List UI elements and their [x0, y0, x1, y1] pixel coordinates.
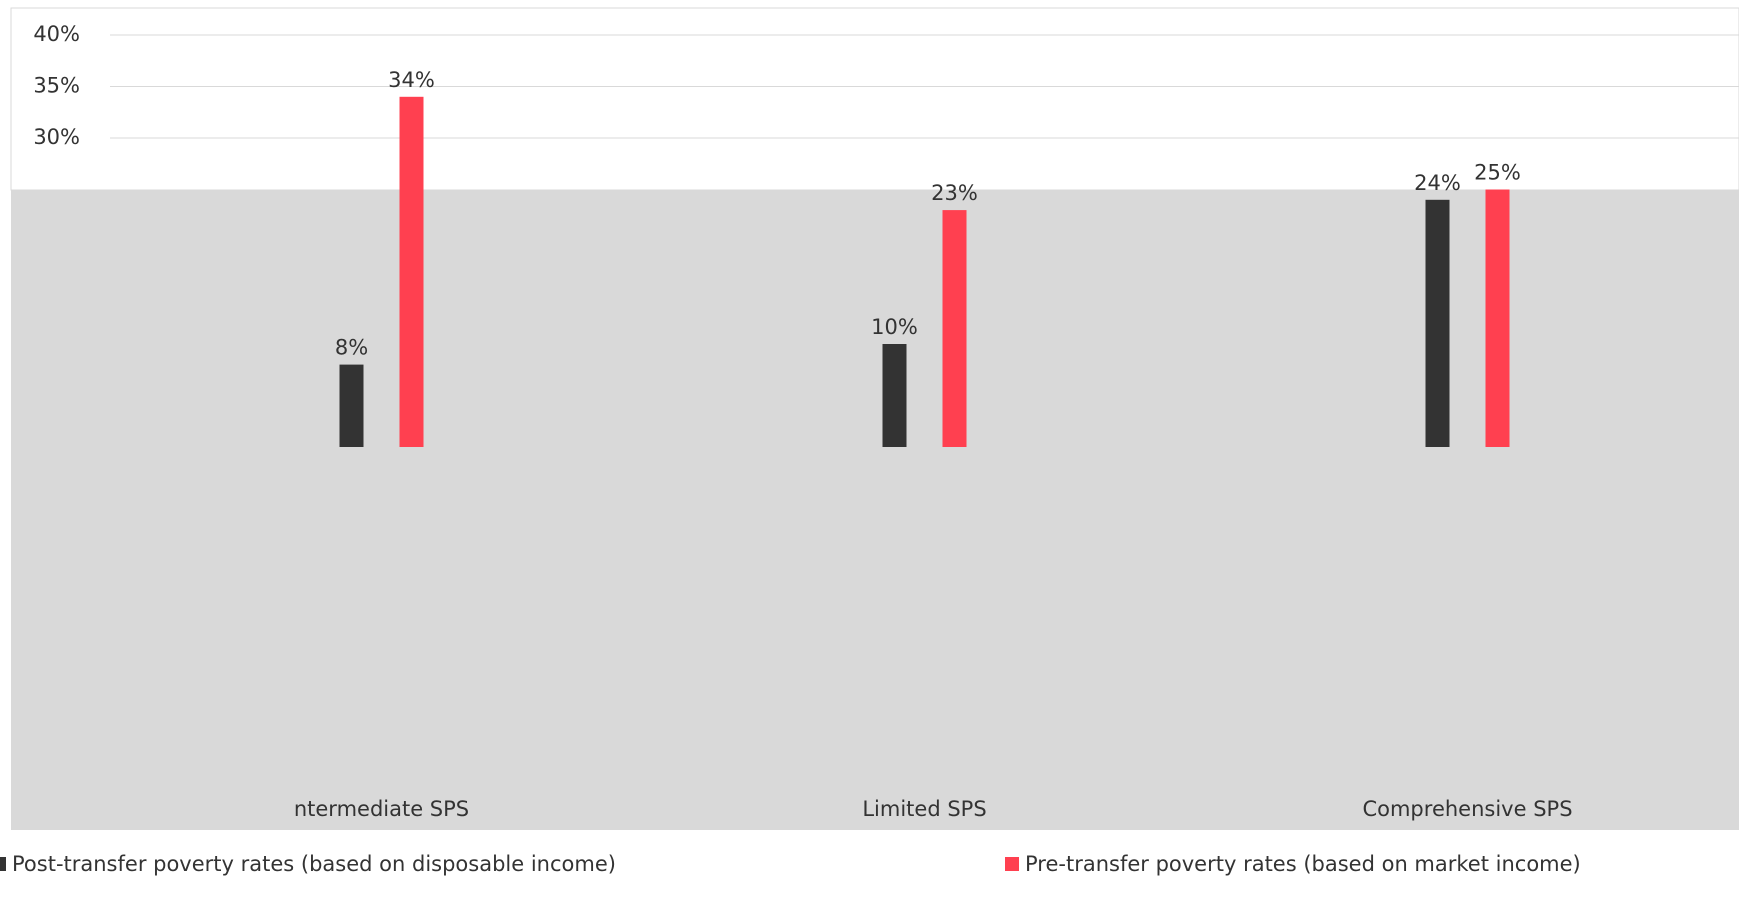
bar: [942, 210, 967, 447]
data-label: 24%: [1414, 171, 1461, 195]
legend-label: Pre-transfer poverty rates (based on mar…: [1025, 852, 1581, 876]
data-label: 25%: [1474, 161, 1521, 185]
data-label: 34%: [388, 68, 435, 92]
x-tick-label: ntermediate SPS: [294, 797, 469, 821]
bar: [1485, 189, 1510, 447]
x-tick-label: Comprehensive SPS: [1362, 797, 1572, 821]
legend-swatch: [0, 857, 6, 871]
rendering-artifact-band: [11, 190, 1739, 830]
bar: [399, 96, 424, 448]
data-label: 23%: [931, 181, 978, 205]
legend-label: Post-transfer poverty rates (based on di…: [12, 852, 616, 876]
y-tick-label: 40%: [33, 22, 80, 46]
plot-frame: [10, 7, 1739, 191]
legend-swatch: [1005, 857, 1019, 871]
bar: [339, 364, 364, 447]
data-label: 8%: [335, 336, 368, 360]
y-tick-label: 35%: [33, 74, 80, 98]
bar: [1425, 199, 1450, 447]
x-tick-label: Limited SPS: [862, 797, 986, 821]
data-label: 10%: [871, 315, 918, 339]
y-tick-label: 30%: [33, 125, 80, 149]
bar: [882, 344, 907, 447]
